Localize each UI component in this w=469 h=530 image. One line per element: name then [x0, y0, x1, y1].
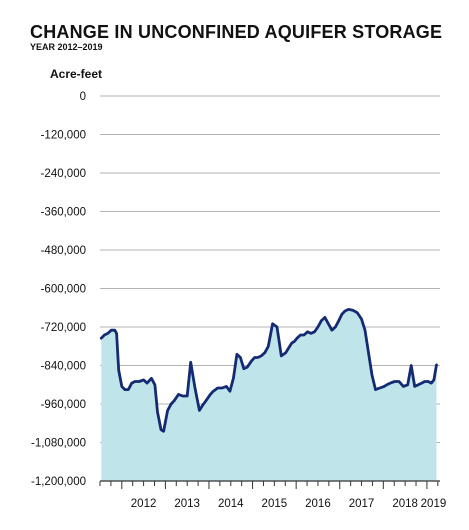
axes [99, 480, 440, 489]
y-tick-label: -120,000 [41, 130, 86, 142]
x-tick-label: 2017 [349, 498, 375, 510]
y-tick-label: -360,000 [41, 207, 86, 219]
x-tick-label: 2015 [262, 498, 288, 510]
x-tick-label: 2018 [392, 498, 418, 510]
y-tick-label: -240,000 [41, 168, 86, 180]
x-tick-label: 2014 [218, 498, 244, 510]
chart-title: CHANGE IN UNCONFINED AQUIFER STORAGE [30, 22, 443, 42]
y-tick-label: -600,000 [41, 284, 86, 296]
x-tick-label: 2013 [174, 498, 200, 510]
y-tick-label: -720,000 [41, 322, 86, 334]
series-line [99, 308, 438, 433]
x-tick-label: 2016 [305, 498, 331, 510]
area-fill [101, 309, 437, 481]
y-tick-label: 0 [80, 91, 86, 103]
y-tick-label: -1,200,000 [31, 476, 86, 488]
y-tick-label: -960,000 [41, 399, 86, 411]
y-tick-label: -840,000 [41, 361, 86, 373]
chart-subtitle: YEAR 2012–2019 [30, 42, 103, 52]
y-tick-label: -480,000 [41, 245, 86, 257]
x-tick-label: 2012 [131, 498, 157, 510]
tick-labels: 0 -120,000 -240,000 -360,000 -480,000 -600,00… [31, 91, 446, 510]
area-layer [99, 308, 438, 481]
y-axis-label: Acre-feet [50, 67, 103, 81]
x-tick-label: 2019 [421, 498, 447, 510]
y-tick-label: -1,080,000 [31, 438, 86, 450]
